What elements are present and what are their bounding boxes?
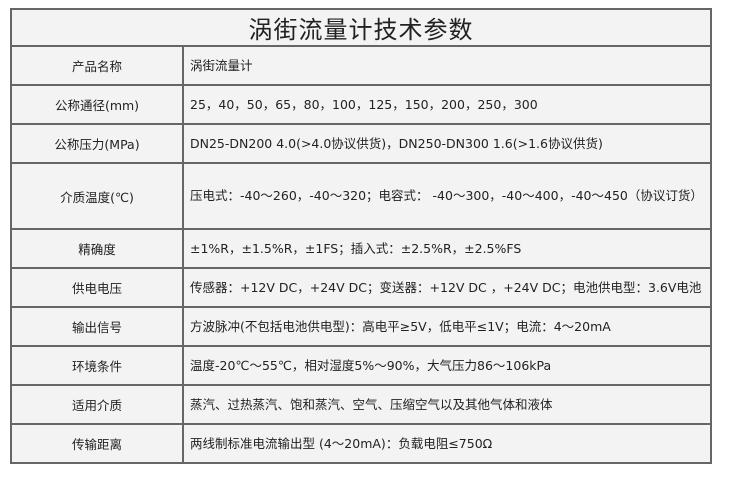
table-body: 涡街流量计技术参数 产品名称 涡街流量计 公称通径(mm) 25，40，50，65，8… bbox=[10, 8, 712, 464]
title-row: 涡街流量计技术参数 bbox=[10, 8, 712, 47]
spec-label: 公称压力(MPa) bbox=[10, 123, 184, 164]
spec-row: 环境条件 温度-20℃～55℃，相对湿度5%～90%，大气压力86～106kPa bbox=[10, 345, 712, 386]
spec-value: 两线制标准电流输出型 (4～20mA)：负载电阻≤750Ω bbox=[182, 423, 712, 464]
spec-value: 蒸汽、过热蒸汽、饱和蒸汽、空气、压缩空气以及其他气体和液体 bbox=[182, 384, 712, 425]
spec-row: 传输距离 两线制标准电流输出型 (4～20mA)：负载电阻≤750Ω bbox=[10, 423, 712, 464]
spec-value: DN25-DN200 4.0(>4.0协议供货)，DN250-DN300 1.6… bbox=[182, 123, 712, 164]
spec-label: 适用介质 bbox=[10, 384, 184, 425]
spec-row: 适用介质 蒸汽、过热蒸汽、饱和蒸汽、空气、压缩空气以及其他气体和液体 bbox=[10, 384, 712, 425]
spec-row: 输出信号 方波脉冲(不包括电池供电型)：高电平≥5V，低电平≤1V；电流：4～20… bbox=[10, 306, 712, 347]
spec-label: 环境条件 bbox=[10, 345, 184, 386]
spec-table: 涡街流量计技术参数 产品名称 涡街流量计 公称通径(mm) 25，40，50，65，8… bbox=[10, 8, 712, 464]
spec-label: 传输距离 bbox=[10, 423, 184, 464]
table-title: 涡街流量计技术参数 bbox=[10, 8, 712, 47]
spec-value: 涡街流量计 bbox=[182, 45, 712, 86]
spec-value: 温度-20℃～55℃，相对湿度5%～90%，大气压力86～106kPa bbox=[182, 345, 712, 386]
spec-label: 精确度 bbox=[10, 228, 184, 269]
spec-value: 传感器：+12V DC，+24V DC；变送器：+12V DC ，+24V DC… bbox=[182, 267, 712, 308]
spec-value: 25，40，50，65，80，100，125，150，200，250，300 bbox=[182, 84, 712, 125]
spec-row: 介质温度(℃) 压电式：-40～260，-40～320；电容式： -40～300，… bbox=[10, 162, 712, 230]
spec-value: ±1%R，±1.5%R，±1FS；插入式：±2.5%R，±2.5%FS bbox=[182, 228, 712, 269]
spec-row: 公称通径(mm) 25，40，50，65，80，100，125，150，200，2… bbox=[10, 84, 712, 125]
spec-row: 产品名称 涡街流量计 bbox=[10, 45, 712, 86]
spec-label: 公称通径(mm) bbox=[10, 84, 184, 125]
spec-row: 精确度 ±1%R，±1.5%R，±1FS；插入式：±2.5%R，±2.5%FS bbox=[10, 228, 712, 269]
spec-label: 介质温度(℃) bbox=[10, 162, 184, 230]
spec-row: 公称压力(MPa) DN25-DN200 4.0(>4.0协议供货)，DN250-… bbox=[10, 123, 712, 164]
spec-value: 压电式：-40～260，-40～320；电容式： -40～300，-40～400… bbox=[182, 162, 712, 230]
spec-label: 输出信号 bbox=[10, 306, 184, 347]
spec-value: 方波脉冲(不包括电池供电型)：高电平≥5V，低电平≤1V；电流：4～20mA bbox=[182, 306, 712, 347]
spec-label: 产品名称 bbox=[10, 45, 184, 86]
spec-label: 供电电压 bbox=[10, 267, 184, 308]
spec-row: 供电电压 传感器：+12V DC，+24V DC；变送器：+12V DC ，+24… bbox=[10, 267, 712, 308]
